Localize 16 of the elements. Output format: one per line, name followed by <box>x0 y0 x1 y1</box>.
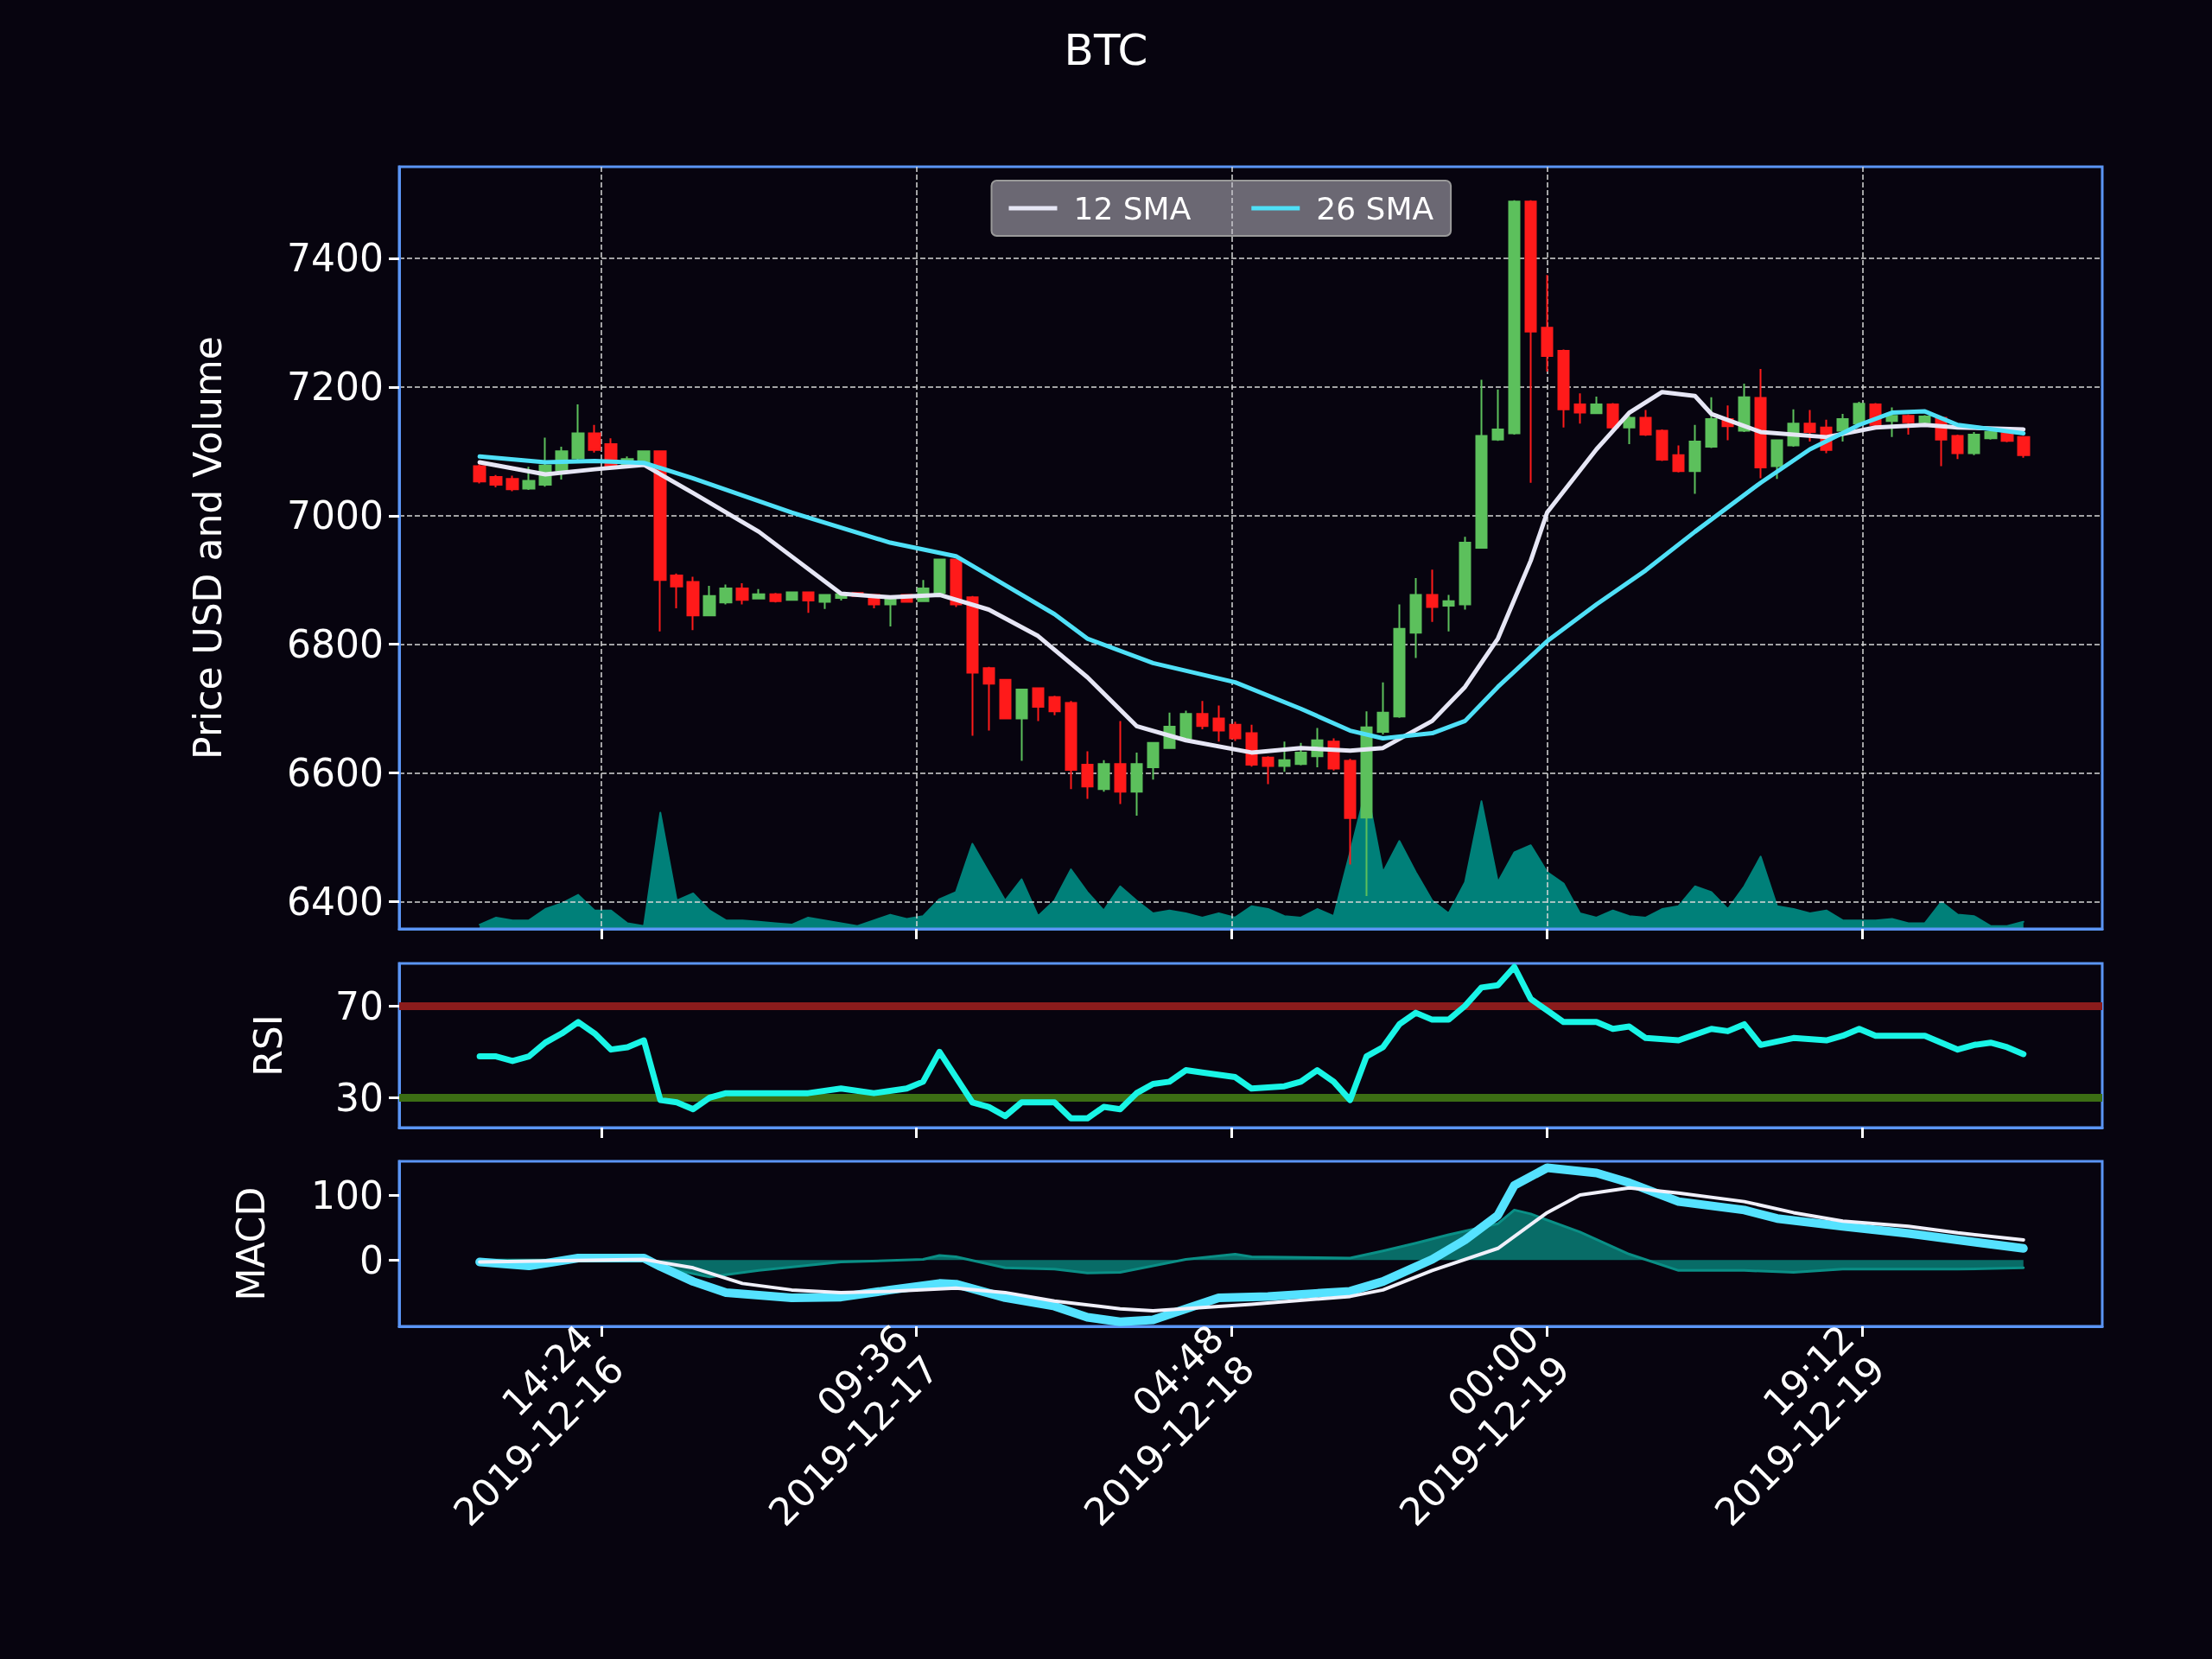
y-axis-title: MACD <box>228 1186 273 1301</box>
y-tick-label: 70 <box>335 983 384 1028</box>
y-tick-label: 7400 <box>287 236 384 281</box>
legend-label: 12 SMA <box>1073 190 1192 226</box>
legend-label: 26 SMA <box>1316 190 1434 226</box>
y-tick-label: 0 <box>359 1237 384 1282</box>
y-tick-label: 30 <box>335 1075 384 1120</box>
y-axis-title: Price USD and Volume <box>185 336 230 760</box>
y-tick-label: 6800 <box>287 622 384 667</box>
y-tick-label: 100 <box>311 1173 384 1217</box>
chart-title: BTC <box>1064 25 1148 75</box>
y-tick-label: 7200 <box>287 365 384 410</box>
y-tick-label: 6400 <box>287 880 384 925</box>
y-tick-label: 7000 <box>287 493 384 538</box>
y-axis-title: RSI <box>245 1014 290 1077</box>
y-tick-label: 6600 <box>287 751 384 796</box>
